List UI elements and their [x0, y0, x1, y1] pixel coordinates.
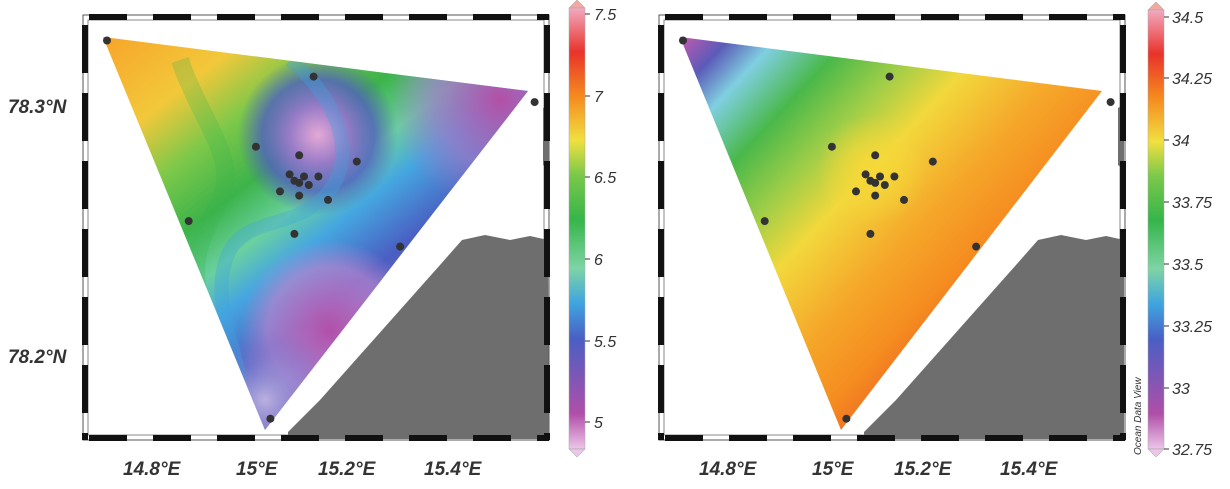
station-marker	[876, 172, 884, 181]
station-marker	[309, 72, 318, 81]
station-marker	[396, 242, 405, 251]
station-marker	[295, 151, 304, 160]
station-marker	[266, 414, 275, 423]
left-stations	[103, 36, 539, 423]
station-marker	[885, 72, 894, 81]
station-marker	[290, 229, 299, 238]
station-marker	[900, 195, 908, 204]
right-x-tick-label-3: 15.4°E	[1000, 459, 1059, 480]
left-x-tick-label-3: 15.4°E	[424, 459, 483, 480]
station-marker	[352, 157, 361, 166]
station-marker	[972, 242, 981, 251]
station-marker	[285, 170, 294, 179]
station-marker	[842, 414, 851, 423]
station-marker	[314, 172, 323, 181]
station-marker	[276, 187, 284, 196]
left-colorbar-tick-4: 5.5	[594, 334, 616, 351]
left-x-tick-label-2: 15.2°E	[318, 459, 377, 480]
right-stations	[679, 36, 1115, 423]
station-marker	[324, 195, 332, 204]
left-x-tick-label-0: 14.8°E	[123, 459, 182, 480]
right-colorbar-tick-6: 33	[1172, 381, 1190, 398]
ocean-data-view-credit: Ocean Data View	[1133, 377, 1144, 455]
station-marker	[871, 191, 880, 200]
left-colorbar-tick-3: 6	[594, 252, 603, 269]
left-x-tick-label-1: 15°E	[236, 459, 279, 480]
station-marker	[300, 172, 308, 181]
station-marker	[530, 98, 539, 107]
station-marker	[890, 172, 899, 181]
left-colorbar-tick-2: 6.5	[594, 170, 616, 187]
left-map-panel	[82, 14, 550, 441]
station-marker	[871, 178, 880, 187]
station-marker	[760, 217, 769, 226]
left-colorbar: 7.5 7 6.5 6 5.5 5	[568, 0, 616, 458]
station-marker	[295, 191, 304, 200]
station-marker	[679, 36, 687, 45]
station-marker	[103, 36, 111, 45]
station-marker	[295, 178, 304, 187]
left-colorbar-tick-1: 7	[594, 89, 604, 106]
right-frame-ticks	[658, 14, 1126, 441]
left-frame-ticks	[82, 14, 550, 441]
right-colorbar-tick-7: 32.75	[1172, 442, 1212, 459]
station-marker	[251, 142, 260, 151]
right-colorbar-tick-5: 33.25	[1172, 319, 1212, 336]
right-x-tick-label-2: 15.2°E	[894, 459, 953, 480]
station-marker	[184, 217, 193, 226]
station-marker	[1106, 98, 1115, 107]
station-marker	[866, 229, 875, 238]
right-colorbar-tick-2: 34	[1172, 133, 1190, 150]
y-tick-label-0: 78.3°N	[8, 97, 68, 118]
station-marker	[852, 187, 860, 196]
right-map-panel	[658, 14, 1126, 441]
station-marker	[861, 170, 870, 179]
right-colorbar-tick-1: 34.25	[1172, 71, 1212, 88]
station-marker	[304, 181, 313, 189]
right-x-tick-label-0: 14.8°E	[699, 459, 758, 480]
y-tick-label-1: 78.2°N	[8, 347, 68, 368]
right-colorbar-tick-4: 33.5	[1172, 257, 1203, 274]
station-marker	[827, 142, 836, 151]
right-colorbar-tick-0: 34.5	[1172, 10, 1203, 27]
left-colorbar-tick-0: 7.5	[594, 7, 616, 24]
station-marker	[928, 157, 937, 166]
station-marker	[880, 181, 889, 189]
right-colorbar-tick-3: 33.75	[1172, 195, 1212, 212]
left-colorbar-tick-5: 5	[594, 415, 603, 432]
station-marker	[871, 151, 880, 160]
right-x-tick-label-1: 15°E	[812, 459, 855, 480]
right-colorbar: 34.5 34.25 34 33.75 33.5 33.25 33 32.75	[1147, 1, 1212, 459]
